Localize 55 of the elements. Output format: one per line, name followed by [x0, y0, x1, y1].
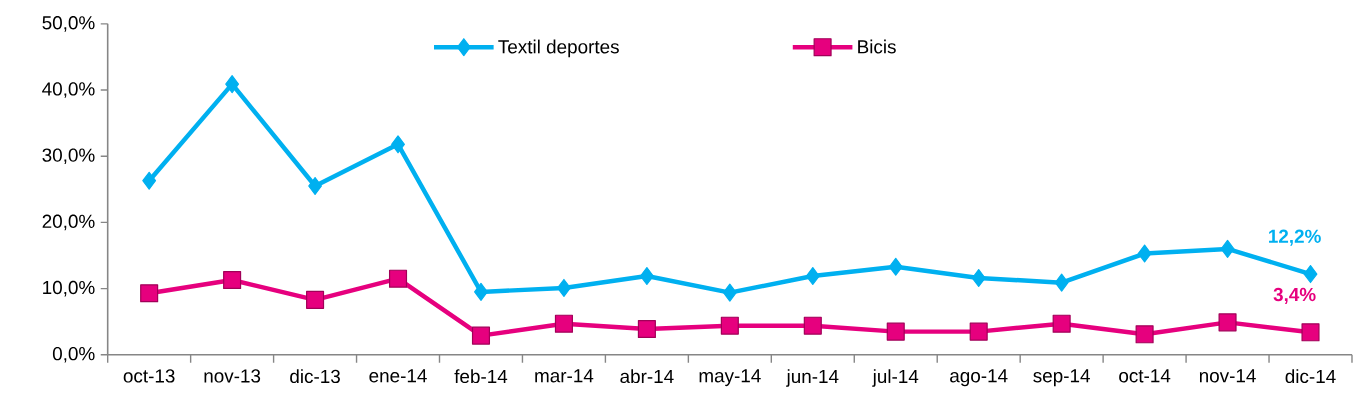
point	[225, 75, 240, 94]
y-tick-label: 10,0%	[43, 281, 95, 297]
point	[971, 269, 986, 288]
point	[722, 283, 737, 302]
x-tick-label: may-14	[699, 369, 761, 387]
point	[720, 316, 739, 335]
point	[888, 257, 903, 277]
point	[140, 284, 159, 303]
y-tick-label: 50,0%	[42, 16, 95, 32]
point	[803, 316, 822, 335]
x-tick-label: sep-14	[1033, 369, 1090, 387]
x-tick-label: jun-14	[786, 369, 839, 388]
y-tick-label: 40,0%	[42, 82, 95, 99]
point	[1218, 313, 1237, 332]
point	[554, 314, 573, 333]
point	[474, 283, 488, 302]
data-label: 3,4%	[1273, 288, 1316, 305]
data-label: 12,2%	[1269, 229, 1321, 246]
x-tick-label: dic-13	[290, 369, 340, 384]
x-tick-label: abr-14	[620, 369, 674, 384]
legend-label: Bicis	[858, 39, 896, 54]
point	[1135, 325, 1154, 344]
point	[306, 291, 325, 310]
x-tick-label: oct-14	[1119, 369, 1171, 383]
x-tick-label: jul-14	[872, 369, 919, 388]
point	[1303, 265, 1318, 284]
point	[1137, 244, 1152, 263]
point	[1220, 240, 1235, 259]
point	[1054, 273, 1069, 292]
point	[637, 320, 656, 339]
x-tick-label: ene-14	[369, 369, 427, 383]
point	[308, 177, 323, 196]
point	[969, 322, 988, 341]
point	[886, 322, 905, 341]
y-tick-label: 20,0%	[42, 214, 95, 231]
point	[805, 267, 820, 286]
point	[471, 326, 491, 345]
x-tick-label: mar-14	[535, 369, 594, 383]
y-tick-label: 0,0%	[52, 347, 95, 363]
y-tick-label: 30,0%	[42, 148, 95, 165]
point	[639, 267, 654, 286]
x-tick-label: dic-14	[1285, 369, 1336, 384]
point	[142, 171, 157, 190]
x-tick-label: nov-14	[1199, 369, 1256, 383]
point	[223, 271, 242, 290]
point	[1301, 323, 1320, 342]
legend-label: Textil deportes	[498, 39, 619, 58]
x-tick-label: oct-13	[123, 369, 175, 383]
point	[391, 135, 405, 154]
point	[557, 279, 571, 298]
point	[1052, 314, 1071, 333]
x-tick-label: feb-14	[454, 369, 508, 384]
point	[388, 269, 408, 288]
x-tick-label: ago-14	[950, 369, 1008, 387]
x-tick-label: nov-13	[204, 369, 261, 383]
